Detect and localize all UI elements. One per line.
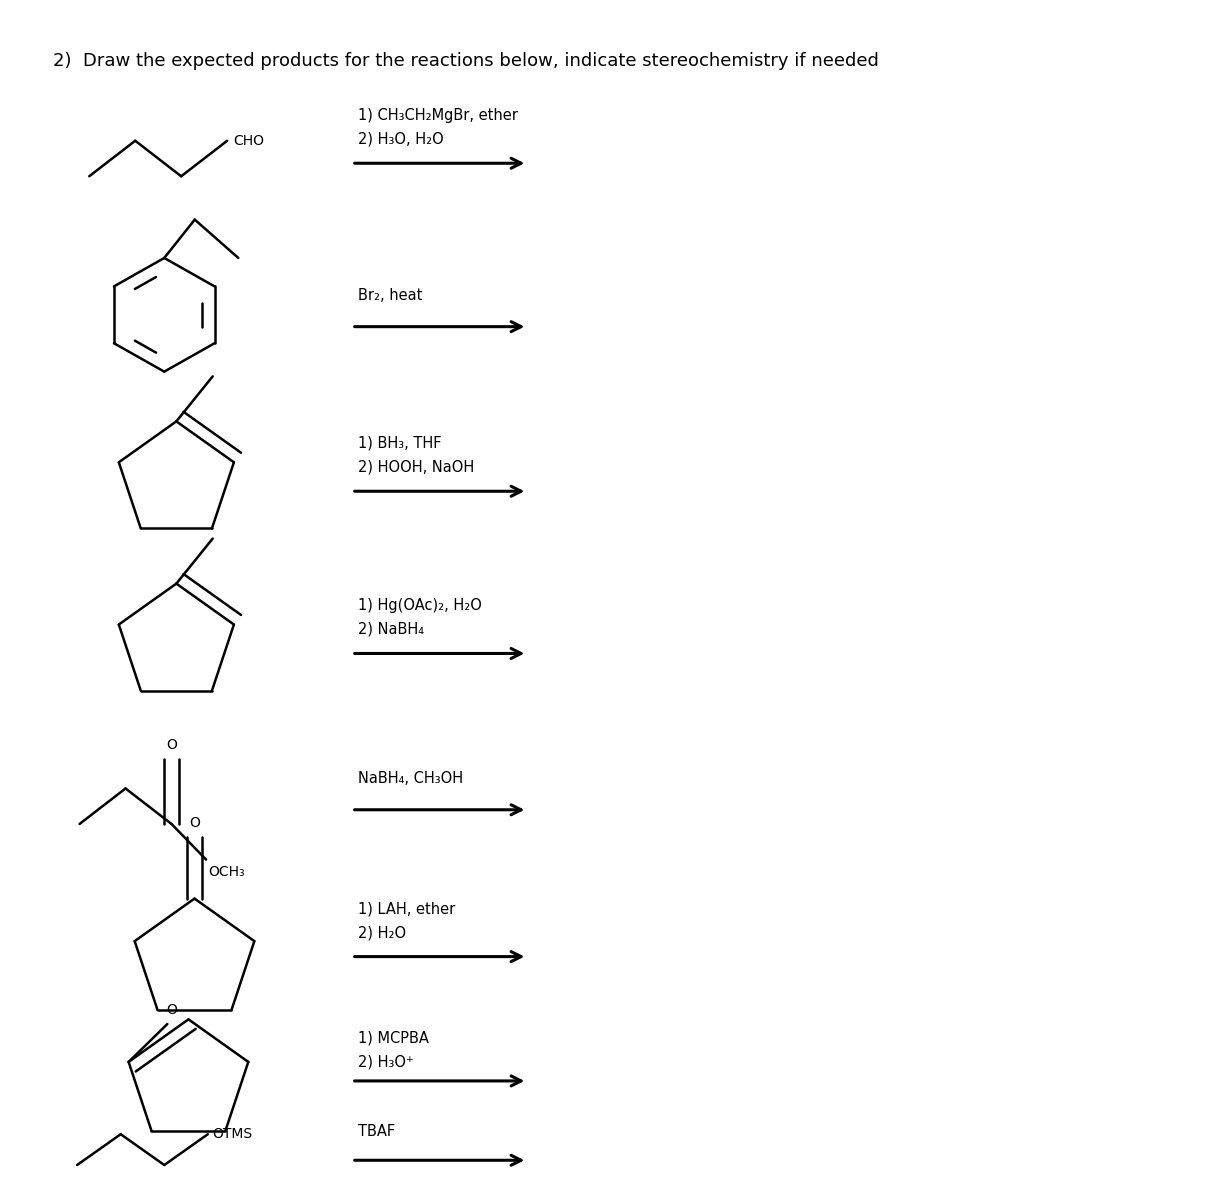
Text: 2) H₃O, H₂O: 2) H₃O, H₂O [357,132,443,146]
Text: TBAF: TBAF [357,1124,395,1139]
Text: Br₂, heat: Br₂, heat [357,288,422,303]
Text: 2) H₃O⁺: 2) H₃O⁺ [357,1054,414,1069]
Text: 1) BH₃, THF: 1) BH₃, THF [357,436,442,450]
Text: 2) HOOH, NaOH: 2) HOOH, NaOH [357,460,474,474]
Text: O: O [166,1003,177,1017]
Text: 1) MCPBA: 1) MCPBA [357,1030,428,1046]
Text: CHO: CHO [234,134,264,147]
Text: 2) NaBH₄: 2) NaBH₄ [357,622,424,637]
Text: OTMS: OTMS [213,1127,253,1142]
Text: 2)  Draw the expected products for the reactions below, indicate stereochemistry: 2) Draw the expected products for the re… [53,52,879,69]
Text: O: O [166,738,177,752]
Text: 1) LAH, ether: 1) LAH, ether [357,901,455,916]
Text: 2) H₂O: 2) H₂O [357,925,406,940]
Text: NaBH₄, CH₃OH: NaBH₄, CH₃OH [357,772,463,786]
Text: 1) CH₃CH₂MgBr, ether: 1) CH₃CH₂MgBr, ether [357,108,518,123]
Text: O: O [188,816,200,830]
Text: OCH₃: OCH₃ [208,865,245,879]
Text: 1) Hg(OAc)₂, H₂O: 1) Hg(OAc)₂, H₂O [357,598,482,613]
